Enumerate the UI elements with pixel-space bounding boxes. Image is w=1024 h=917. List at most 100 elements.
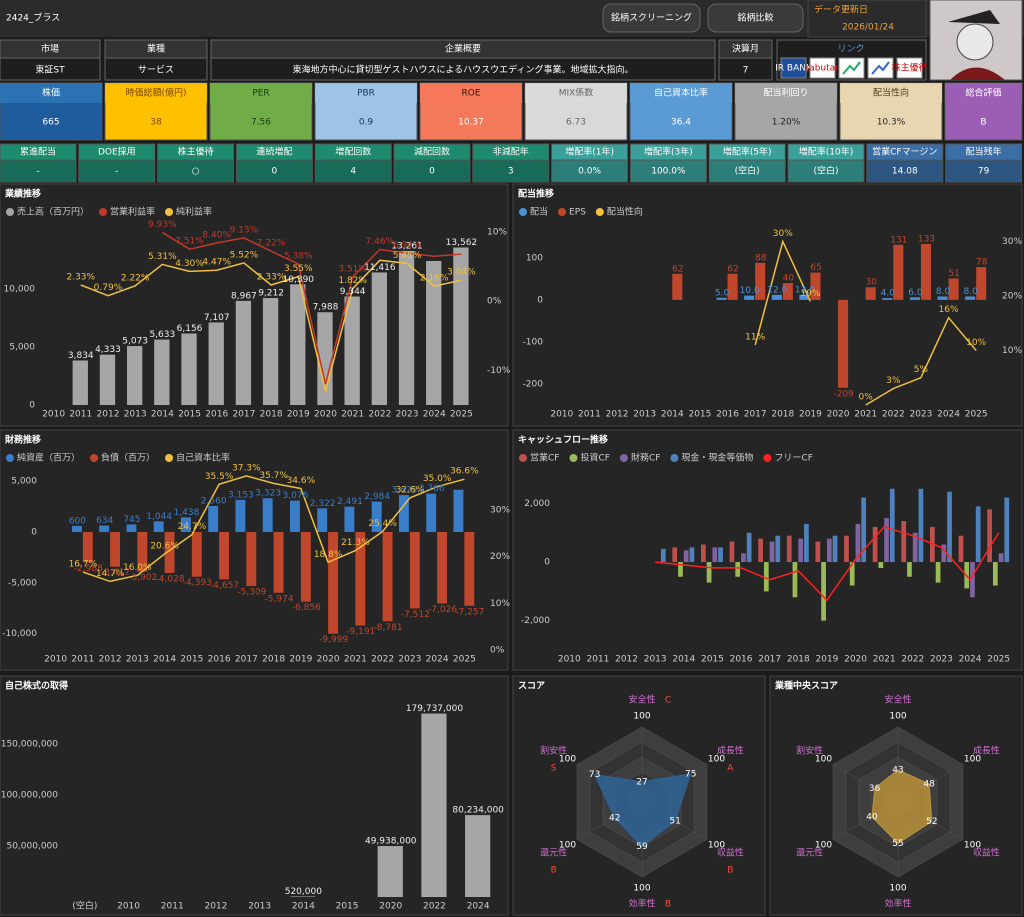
bar [782,283,793,300]
stat-label: 配当残年 [966,146,1002,158]
x-tick-label: 2010 [117,902,140,912]
line-value-label: 6.94% [393,241,422,251]
bar-value-label: 62 [672,264,683,274]
bar [328,531,339,634]
line-value-label: 25.4% [368,519,397,529]
info-value-cell [210,57,716,81]
bar [262,298,279,405]
stat-value: 100.0% [651,167,686,177]
bar-value-label: -7,257 [455,607,484,617]
bar [289,500,300,532]
y2-tick-label: 0% [490,646,505,656]
stat-label: 増配回数 [335,146,371,158]
bar [763,562,769,592]
nav-button-label: 銘柄比較 [737,12,773,24]
bar [678,562,683,577]
x-tick-label: 2025 [453,655,476,665]
bar [746,532,752,563]
legend-label: 配当性向 [607,206,643,218]
x-tick-label: 2023 [396,410,419,420]
x-tick-label: 2021 [344,655,367,665]
bar [371,272,387,405]
stat-tile-value [787,159,865,183]
line-value-label: 2.16% [420,274,449,284]
bar [426,261,442,405]
x-tick-label: 2017 [235,655,258,665]
bar [826,538,832,563]
bar [815,541,821,563]
stat-value: (空白) [735,165,760,177]
bar [235,499,246,532]
bar [82,531,93,563]
kpi-value: 665 [42,118,59,128]
kpi-tile-header [420,83,522,103]
legend-label: 純資産（百万） [17,452,80,464]
bar [377,846,403,897]
radar-grade: A [727,764,734,774]
stat-value: 0 [429,167,435,177]
bar [882,298,893,300]
kpi-label: ROE [461,89,480,99]
radar-axis-label: 割安性 [540,745,567,757]
x-tick-label: 2022 [423,902,446,912]
bar [832,535,838,563]
bar-value-label: -4,028 [156,574,185,584]
x-tick-label: 2023 [398,655,421,665]
line-value-label: 7.51% [175,237,204,247]
bar [998,553,1004,563]
bar [153,521,164,532]
bar [355,531,366,626]
radar-axis-label: 安全性 [628,694,655,706]
x-tick-label: 2024 [426,655,449,665]
bar-value-label: -3,902 [128,573,157,583]
radar-value-label: 75 [685,769,696,779]
bar-value-label: 65 [810,263,821,273]
radar-axis-label: 効率性 [884,898,911,910]
y-tick-label: 150,000,000 [1,739,59,749]
bar [382,531,393,622]
bar [99,525,110,532]
avatar-hat [948,10,1000,24]
link-icon[interactable] [780,57,807,79]
bar-value-label: -7,512 [401,610,430,620]
line-value-label: 3.04% [447,268,476,278]
link-icon-label: 株主優待 [891,62,927,74]
radar-grade: C [665,696,671,706]
nav-button[interactable] [602,3,701,33]
chart-title: 業績推移 [4,188,41,200]
stat-label: 増配率(5年) [723,146,772,158]
kpi-value: 10.37 [458,118,484,128]
bar [893,244,904,300]
chart-panel [512,183,1023,427]
bar [180,517,191,532]
kpi-tile-header [0,83,102,103]
line-value-label: 5% [914,365,929,375]
link-icon[interactable] [809,57,836,79]
radar-max-label: 100 [964,755,981,765]
bar-value-label: 3,766 [419,484,445,494]
bar [769,541,775,563]
bar [208,505,219,532]
link-icon[interactable] [896,57,923,79]
legend-swatch [6,208,14,216]
kpi-value: 7.56 [251,118,271,128]
bar-value-label: 2,322 [310,499,336,509]
x-tick-label: 2024 [467,902,490,912]
radar-grade: S [551,764,557,774]
line-value-label: 0% [859,393,874,403]
stat-label: 減配回数 [414,146,450,158]
nav-button[interactable] [707,3,804,33]
x-tick-label: 2015 [688,410,711,420]
bar [300,531,311,602]
stat-value: 14.08 [892,167,918,177]
kpi-label: 時価総額(億円) [125,87,186,99]
bar [672,273,683,300]
bar-value-label: 11,416 [364,263,396,273]
stat-value: - [115,167,118,177]
stat-tile-value [157,159,235,183]
stat-tile-value [78,159,156,183]
x-tick-label: 2014 [151,410,174,420]
bar [137,531,148,572]
bar [1004,497,1010,563]
bar-value-label: -4,657 [210,581,239,591]
